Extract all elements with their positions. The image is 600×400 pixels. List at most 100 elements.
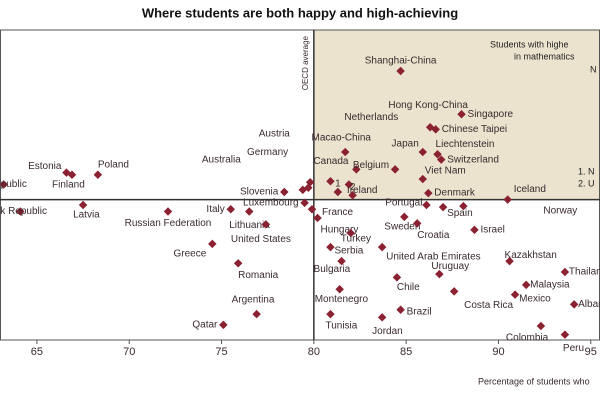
point-label: Liechtenstein: [436, 139, 495, 150]
point: [300, 198, 309, 208]
point: [433, 149, 442, 159]
point-label: Argentina: [232, 295, 275, 306]
point: [208, 239, 217, 249]
point: [521, 280, 531, 290]
point-label: Austria: [259, 128, 291, 139]
point-label: Switzerland: [447, 154, 499, 165]
point-label: Finland: [52, 179, 85, 190]
point-label: Norway: [543, 206, 577, 217]
x-tick-label: 95: [585, 346, 597, 358]
point: [392, 273, 402, 282]
point-label: Colombia: [506, 333, 549, 344]
point-label: Malaysia: [530, 280, 570, 291]
point: [346, 228, 356, 238]
point: [510, 290, 520, 299]
point-label: Greece: [174, 249, 207, 260]
point-label: Brazil: [407, 306, 432, 317]
point-label: Shanghai-China: [365, 56, 437, 67]
point: [261, 220, 271, 229]
point: [326, 309, 335, 319]
x-tick-label: 85: [400, 346, 412, 358]
point: [226, 205, 236, 214]
point: [333, 187, 343, 197]
point-label: Qatar: [192, 320, 218, 331]
point: [233, 259, 243, 268]
point-label: Lithuania: [229, 220, 270, 231]
point-label: Chinese Taipei: [442, 124, 507, 135]
point: [560, 330, 570, 339]
point: [326, 176, 335, 186]
point-label: Costa Rica: [464, 300, 513, 311]
point: [457, 110, 466, 119]
point: [219, 320, 228, 330]
point-label: Estonia: [28, 161, 62, 172]
note: in mathematics: [514, 51, 575, 61]
point-label: Russian Federation: [125, 218, 212, 229]
point-label: Turkey: [341, 234, 371, 245]
point-label: Portugal: [385, 198, 422, 209]
point: [400, 212, 409, 222]
x-tick-label: 70: [123, 346, 135, 358]
point-label: Romania: [238, 270, 278, 281]
point-label: Albania: [578, 299, 600, 310]
point: [505, 256, 514, 266]
point-label: Sweden: [384, 222, 420, 233]
point-label: Luxembourg: [243, 197, 299, 208]
point-label: Spain: [447, 208, 473, 219]
point: [418, 174, 428, 184]
point-label: Thailand: [569, 267, 600, 278]
point-label: Mexico: [519, 293, 551, 304]
point: [280, 187, 289, 197]
point-label: Latvia: [73, 210, 100, 221]
point: [418, 147, 428, 157]
point: [449, 287, 459, 296]
point: [377, 242, 387, 252]
note: N: [590, 64, 597, 74]
point: [390, 165, 400, 174]
x-tick-label: 80: [308, 346, 320, 358]
point-label: Belgium: [353, 160, 389, 171]
point: [396, 305, 405, 314]
point-label: Jordan: [372, 326, 403, 337]
point: [459, 201, 468, 211]
point: [337, 256, 346, 266]
point-label: Peru: [563, 343, 584, 354]
point-label: Israel: [480, 224, 504, 235]
point-label: United States: [231, 234, 291, 245]
point-label: 1: [335, 179, 341, 190]
point-label: Singapore: [468, 109, 514, 120]
point-label: Netherlands: [344, 112, 398, 123]
point-label: Croatia: [417, 230, 450, 241]
point-label: Macao-China: [311, 133, 371, 144]
point: [422, 200, 431, 210]
point-label: Viet Nam: [425, 166, 466, 177]
point: [304, 183, 313, 192]
point: [424, 188, 433, 198]
reference-label: OECD average: [301, 35, 310, 90]
point-label: Japan: [392, 139, 419, 150]
x-tick-label: 65: [31, 346, 43, 358]
point: [252, 309, 261, 319]
note: 2. U: [578, 178, 595, 188]
point-label: Ireland: [347, 185, 378, 196]
point: [435, 269, 444, 279]
point-label: Bulgaria: [314, 264, 351, 275]
point-label: k Republic: [0, 206, 47, 217]
point: [313, 213, 322, 223]
point: [326, 242, 335, 252]
point: [560, 267, 570, 277]
point-label: Hong Kong-China: [388, 100, 468, 111]
point: [78, 200, 88, 210]
point: [396, 66, 405, 76]
point-label: Serbia: [334, 246, 363, 257]
point-label: Iceland: [514, 184, 546, 195]
point-label: Italy: [206, 204, 224, 215]
point-label: Uruguay: [431, 261, 469, 272]
point: [93, 170, 103, 179]
point: [340, 147, 350, 157]
point: [67, 170, 77, 179]
point-label: United Arab Emirates: [386, 252, 481, 263]
point-label: Poland: [98, 159, 129, 170]
point-label: Germany: [247, 147, 288, 158]
